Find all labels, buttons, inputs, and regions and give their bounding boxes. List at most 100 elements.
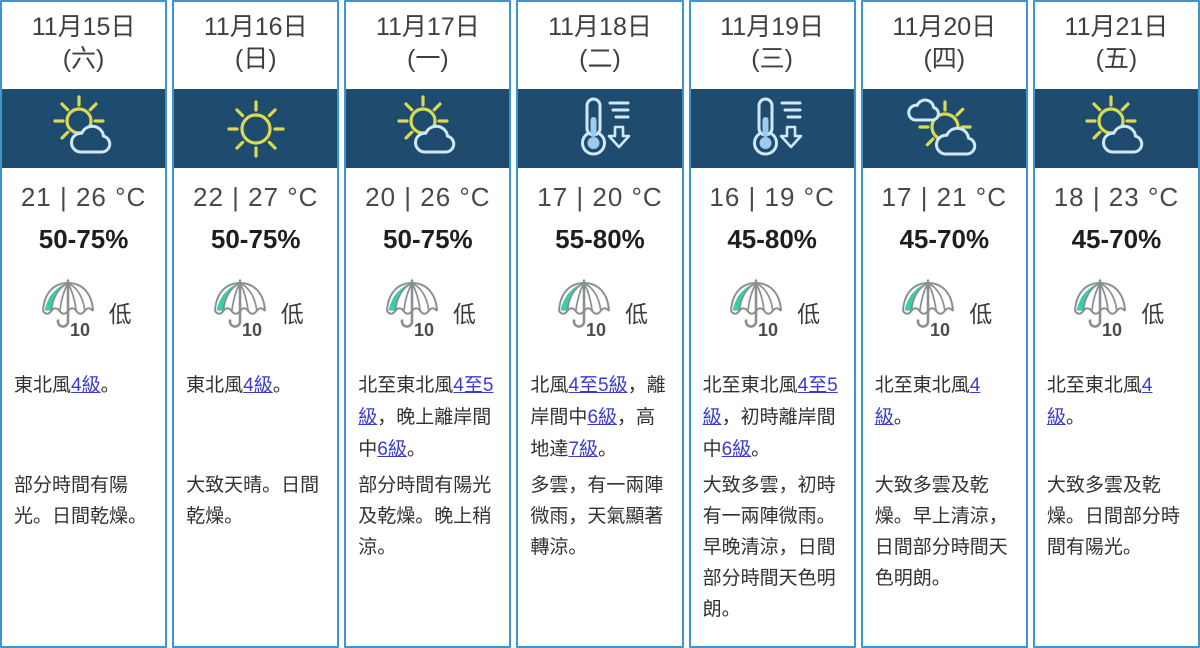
rain-probability-label: 低 — [797, 301, 821, 327]
humidity-range: 50-75% — [210, 224, 301, 254]
rain-probability: 10 低 — [691, 274, 854, 344]
rain-probability: 10 低 — [2, 274, 165, 344]
humidity-range: 45-80% — [727, 224, 817, 254]
wind-text: 。 — [272, 375, 292, 396]
forecast-day-card: 11月21日 (五) 18 | 23 °C 45-70% 10 低 北至東北風4… — [1032, 0, 1200, 648]
weather-description: 大致天晴。日間乾燥。 — [186, 475, 320, 527]
date-box: 11月19日 (三) — [691, 2, 854, 89]
weather-icon-band — [2, 89, 166, 168]
date-label: 11月17日 — [375, 13, 480, 41]
weather-icon-band — [174, 89, 338, 168]
umbrella-icon: 10 — [902, 279, 955, 340]
weather-icon-band — [518, 89, 682, 168]
rain-probability: 10 低 — [346, 274, 509, 344]
umbrella-number: 10 — [758, 320, 778, 340]
weekday-label: (四) — [923, 45, 966, 73]
wind-text: ，晚上離岸間中 — [358, 407, 492, 460]
rain-probability-label: 低 — [1141, 301, 1165, 327]
wind-text: 。 — [100, 375, 120, 396]
rain-probability: 10 低 — [174, 274, 337, 344]
humidity-range: 50-75% — [38, 224, 129, 254]
temperature-range: 17 | 20 °C — [537, 182, 663, 212]
wind-text: 東北風 — [186, 375, 244, 396]
forecast-day-card: 11月19日 (三) 16 | 19 °C 45-80% 10 — [688, 0, 856, 648]
wind-text: 。 — [1065, 407, 1085, 428]
umbrella-icon: 10 — [213, 279, 266, 340]
sun-with-cloud-icon — [1073, 94, 1159, 164]
wind-forecast: 北至東北風4至5級，晚上離岸間中6級。 — [358, 370, 499, 470]
wind-text: ，離岸間中 — [530, 375, 666, 428]
date-label: 11月16日 — [203, 13, 308, 41]
wind-force-link[interactable]: 6級 — [721, 439, 752, 460]
weather-description: 部分時間有陽光。日間乾燥。 — [14, 475, 148, 527]
wind-text: 北至東北風 — [874, 375, 970, 396]
temperature-range: 17 | 21 °C — [881, 182, 1007, 212]
wind-text: 北至東北風 — [1046, 375, 1142, 396]
weekday-label: (六) — [62, 45, 105, 73]
wind-forecast: 東北風4級。 — [14, 370, 155, 470]
wind-text: 。 — [406, 439, 426, 460]
weekday-label: (日) — [234, 45, 277, 73]
temperature-range: 20 | 26 °C — [365, 182, 491, 212]
humidity-range: 45-70% — [899, 224, 990, 254]
date-label: 11月19日 — [720, 13, 825, 41]
umbrella-number: 10 — [242, 320, 262, 340]
wind-force-link[interactable]: 4級 — [243, 375, 273, 396]
weather-description: 部分時間有陽光及乾燥。晚上稍涼。 — [358, 475, 492, 558]
rain-probability-label: 低 — [280, 301, 304, 327]
weekday-label: (二) — [579, 45, 621, 73]
umbrella-number: 10 — [414, 320, 434, 340]
wind-forecast: 北風4至5級，離岸間中6級，高地達7級。 — [530, 370, 671, 470]
umbrella-icon: 10 — [41, 279, 94, 340]
temperature-range: 22 | 27 °C — [192, 182, 319, 212]
umbrella-number: 10 — [586, 320, 606, 340]
weather-icon-band — [1034, 89, 1198, 168]
humidity-range: 50-75% — [383, 224, 473, 254]
wind-force-link[interactable]: 4至5級 — [568, 375, 628, 396]
wind-text: 東北風 — [14, 375, 72, 396]
forecast-day-card: 11月20日 (四) 17 | 21 °C 45-70% 10 低 北 — [860, 0, 1028, 648]
date-box: 11月18日 (二) — [518, 2, 681, 89]
sun-with-cloud-icon — [385, 94, 471, 164]
wind-force-link[interactable]: 6級 — [377, 439, 407, 460]
weather-description: 大致多雲及乾燥。早上清涼，日間部分時間天色明朗。 — [874, 475, 1008, 589]
forecast-day-card: 11月18日 (二) 17 | 20 °C 55-80% 10 — [516, 0, 684, 648]
rain-probability: 10 低 — [863, 274, 1026, 344]
umbrella-number: 10 — [70, 320, 90, 340]
date-box: 11月17日 (一) — [346, 2, 509, 89]
temperature-range: 21 | 26 °C — [20, 182, 147, 212]
weather-description: 多雲，有一兩陣微雨，天氣顯著轉涼。 — [530, 475, 664, 558]
date-label: 11月20日 — [892, 13, 997, 41]
temperature-range: 18 | 23 °C — [1053, 182, 1180, 212]
umbrella-icon: 10 — [557, 279, 610, 340]
forecast-day-card: 11月15日 (六) 21 | 26 °C 50-75% 10 低 東北風4級。 — [0, 0, 168, 648]
weather-icon-band — [346, 89, 510, 168]
wind-force-link[interactable]: 4至5級 — [702, 375, 838, 428]
wind-force-link[interactable]: 4至5級 — [358, 375, 494, 428]
forecast-day-card: 11月17日 (一) 20 | 26 °C 50-75% 10 低 北至東北風4… — [344, 0, 512, 648]
wind-forecast: 北至東北風4級。 — [1047, 370, 1188, 470]
date-box: 11月21日 (五) — [1035, 2, 1198, 89]
humidity-range: 45-70% — [1071, 224, 1162, 254]
date-box: 11月20日 (四) — [863, 2, 1026, 89]
wind-force-link[interactable]: 4級 — [1046, 375, 1153, 428]
wind-force-link[interactable]: 7級 — [568, 439, 599, 460]
sunny-icon — [213, 94, 299, 164]
date-label: 11月18日 — [548, 13, 652, 41]
rain-probability-label: 低 — [452, 301, 476, 327]
thermometer-drop-icon — [557, 94, 643, 164]
wind-text: 。 — [893, 407, 913, 428]
wind-forecast: 北至東北風4級。 — [875, 370, 1016, 470]
wind-force-link[interactable]: 6級 — [587, 407, 618, 428]
umbrella-icon: 10 — [730, 279, 783, 340]
sun-between-clouds-icon — [901, 94, 987, 164]
weekday-label: (五) — [1095, 45, 1138, 73]
weather-description: 大致多雲及乾燥。日間部分時間有陽光。 — [1046, 475, 1180, 558]
wind-force-link[interactable]: 4級 — [71, 375, 101, 396]
date-label: 11月15日 — [31, 13, 136, 41]
weather-description: 大致多雲，初時有一兩陣微雨。早晚清涼，日間部分時間天色明朗。 — [702, 475, 836, 620]
weather-icon-band — [862, 89, 1026, 168]
wind-force-link[interactable]: 4級 — [874, 375, 981, 428]
wind-text: 北風 — [530, 375, 569, 396]
